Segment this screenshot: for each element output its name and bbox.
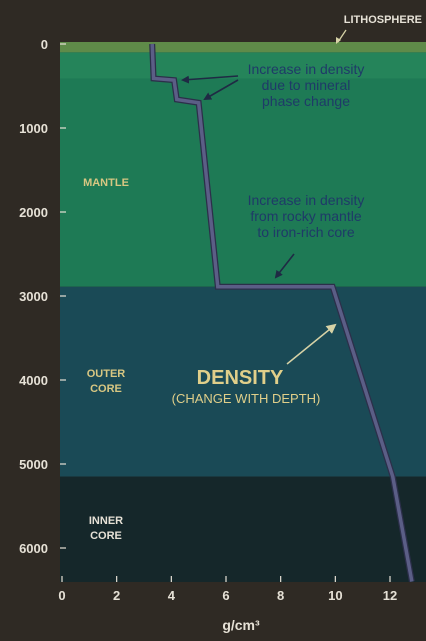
label-inner-core: CORE xyxy=(90,530,122,542)
annotation-mineral-phase: phase change xyxy=(262,93,350,109)
chart-subtitle: (CHANGE WITH DEPTH) xyxy=(172,391,321,406)
layer-band-inner-core xyxy=(60,476,426,582)
y-tick-label: 4000 xyxy=(19,373,48,388)
x-axis-label: g/cm³ xyxy=(222,617,260,633)
y-tick-label: 2000 xyxy=(19,205,48,220)
x-tick-label: 10 xyxy=(328,588,342,603)
annotation-rocky-to-iron: Increase in density xyxy=(248,192,365,208)
annotation-arrow-1b xyxy=(203,79,239,100)
annotation-mineral-phase: Increase in density xyxy=(248,61,365,77)
x-tick-label: 6 xyxy=(222,588,229,603)
annotation-rocky-to-iron: from rocky mantle xyxy=(250,208,361,224)
density-series xyxy=(149,43,415,583)
x-tick-label: 8 xyxy=(277,588,284,603)
annotation-arrow-1a xyxy=(181,75,239,84)
label-outer-core: OUTER xyxy=(87,368,126,380)
chart-texts: LITHOSPHERE MANTLE OUTER CORE INNER CORE DENSI… xyxy=(83,14,422,542)
y-tick-label: 5000 xyxy=(19,457,48,472)
y-tick-label: 3000 xyxy=(19,289,48,304)
y-tick-label: 0 xyxy=(41,37,48,52)
x-tick-label: 4 xyxy=(168,588,176,603)
label-outer-core: CORE xyxy=(90,383,122,395)
y-tick-label: 6000 xyxy=(19,541,48,556)
lithosphere-pointer-head xyxy=(336,37,341,44)
chart-title: DENSITY xyxy=(197,367,284,389)
layer-band-lithosphere xyxy=(60,42,426,53)
label-mantle: MANTLE xyxy=(83,177,129,189)
label-inner-core: INNER xyxy=(89,515,123,527)
label-lithosphere: LITHOSPHERE xyxy=(344,14,422,26)
annotation-rocky-to-iron: to iron-rich core xyxy=(257,224,354,240)
left-shading xyxy=(0,40,60,585)
title-arrow xyxy=(286,323,337,365)
y-tick-label: 1000 xyxy=(19,121,48,136)
annotation-arrow-2 xyxy=(274,253,295,279)
x-tick-label: 2 xyxy=(113,588,120,603)
axes: 0 1000 2000 3000 4000 5000 6000 0 2 4 6 8 10 12 g/cm³ xyxy=(19,37,397,633)
earth-layers xyxy=(60,42,426,582)
annotation-mineral-phase: due to mineral xyxy=(262,77,351,93)
x-tick-label: 12 xyxy=(383,588,397,603)
x-tick-label: 0 xyxy=(58,588,65,603)
density-line xyxy=(150,43,414,582)
layer-band-mantle xyxy=(60,52,426,287)
upper-mantle-band xyxy=(60,52,426,79)
